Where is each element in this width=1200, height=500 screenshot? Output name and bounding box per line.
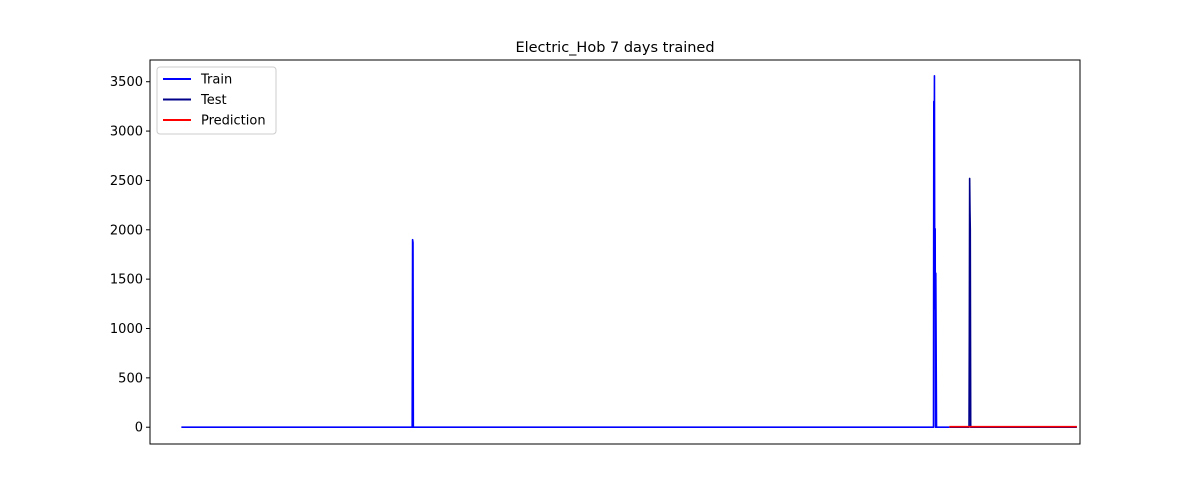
y-axis: 0 500 1000 1500 2000 2500 3000 3500 bbox=[110, 75, 150, 436]
y-tick-label: 1500 bbox=[110, 273, 143, 288]
legend-frame bbox=[156, 66, 277, 135]
y-tick-label: 3000 bbox=[110, 125, 143, 140]
y-tick-label: 2500 bbox=[110, 174, 143, 189]
y-tick-label: 500 bbox=[118, 371, 143, 386]
legend: Train Test Prediction bbox=[156, 66, 277, 135]
y-tick-label: 0 bbox=[135, 421, 143, 436]
y-tick-label: 2000 bbox=[110, 223, 143, 238]
axes-frame bbox=[149, 59, 1081, 445]
legend-label-prediction: Prediction bbox=[201, 114, 266, 129]
series-layer bbox=[181, 74, 1077, 429]
legend-label-test: Test bbox=[200, 93, 227, 108]
chart-title: Electric_Hob 7 days trained bbox=[515, 40, 714, 56]
y-tick-label: 1000 bbox=[110, 322, 143, 337]
series-line-train bbox=[181, 74, 950, 429]
legend-label-train: Train bbox=[200, 73, 232, 88]
y-tick-label: 3500 bbox=[110, 75, 143, 90]
